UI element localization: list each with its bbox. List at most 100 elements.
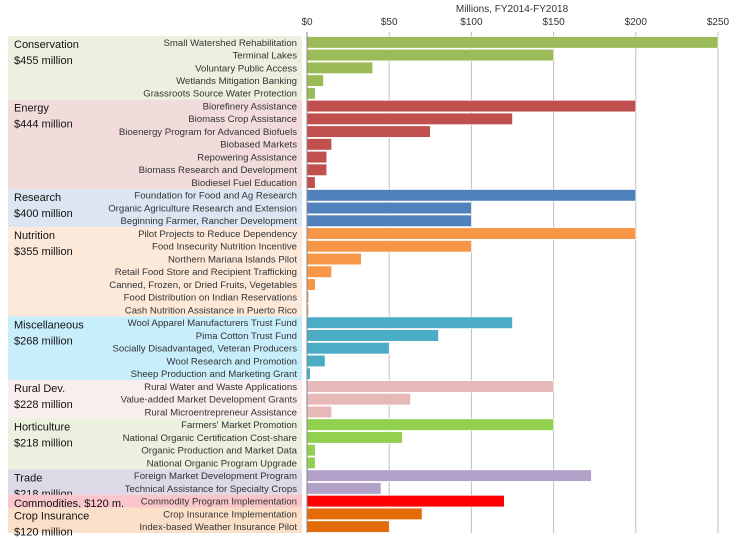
- group-label: Rural Dev.: [14, 383, 65, 395]
- group-background: [8, 99, 302, 189]
- bar: [306, 112, 513, 125]
- bar: [306, 227, 637, 240]
- group-background: [8, 188, 302, 228]
- category-label: Foundation for Food and Ag Research: [134, 191, 297, 202]
- bar: [306, 444, 316, 457]
- group-background: [8, 36, 302, 100]
- group-total: $455 million: [14, 55, 73, 67]
- bar: [306, 405, 332, 419]
- category-label: Northern Mariana Islands Pilot: [168, 254, 297, 265]
- bar: [306, 138, 332, 151]
- bar: [306, 189, 637, 202]
- category-label: Foreign Market Development Program: [134, 471, 297, 482]
- bar: [306, 354, 326, 368]
- bar: [306, 316, 513, 329]
- bar: [306, 482, 382, 495]
- category-label: Pilot Projects to Reduce Dependency: [138, 229, 297, 240]
- category-label: Biomass Research and Development: [139, 165, 298, 176]
- category-label: Wetlands Mitigation Banking: [176, 76, 297, 87]
- bar: [306, 431, 403, 444]
- bar: [306, 74, 324, 87]
- category-label: Retail Food Store and Recipient Traffick…: [115, 267, 297, 278]
- category-label: Biobased Markets: [220, 140, 297, 151]
- category-label: Grassroots Source Water Protection: [143, 89, 297, 100]
- group-backgrounds: Conservation $455 million Small Watershed …: [8, 36, 302, 538]
- bar: [306, 163, 328, 176]
- bar: [306, 507, 423, 520]
- group-label: Crop Insurance: [14, 511, 89, 523]
- group-label: Research: [14, 192, 61, 204]
- bar: [306, 214, 472, 227]
- category-label: Small Watershed Rehabilitation: [164, 38, 298, 49]
- category-label: Repowering Assistance: [197, 152, 297, 163]
- x-tick-label: $100: [460, 17, 483, 28]
- group-background: [8, 316, 302, 381]
- category-label: Food Distribution on Indian Reservations: [124, 293, 298, 304]
- group-label: Trade: [14, 472, 42, 484]
- category-label: Wool Research and Promotion: [167, 356, 297, 367]
- x-tick-label: $250: [707, 17, 730, 28]
- category-label: Beginning Farmer, Rancher Development: [120, 216, 297, 227]
- group-label: Miscellaneous: [14, 319, 84, 331]
- category-label: Terminal Lakes: [232, 51, 297, 62]
- x-axis-title: Millions, FY2014-FY2018: [456, 4, 569, 15]
- group-background: [8, 380, 302, 419]
- category-label: Value-added Market Development Grants: [121, 395, 298, 406]
- group-label: Nutrition: [14, 230, 55, 242]
- bar: [306, 176, 316, 189]
- category-label: Biomass Crop Assistance: [188, 114, 297, 125]
- group-background: [8, 227, 302, 317]
- x-tick-label: $200: [625, 17, 648, 28]
- group-total: $218 million: [14, 437, 73, 449]
- group-total: $444 million: [14, 119, 73, 131]
- category-label: Socially Disadvantaged, Veteran Producer…: [112, 344, 297, 355]
- x-tick-label: $50: [381, 17, 398, 28]
- group-label: Horticulture: [14, 421, 70, 433]
- category-label: Commodity Program Implementation: [141, 497, 297, 508]
- category-label: Wool Apparel Manufacturers Trust Fund: [128, 318, 297, 329]
- bar: [306, 100, 637, 113]
- bar: [306, 393, 411, 406]
- category-label: Rural Water and Waste Applications: [144, 382, 297, 393]
- bar: [306, 61, 374, 74]
- category-label: Sheep Production and Marketing Grant: [131, 369, 298, 380]
- bar: [306, 456, 316, 469]
- category-label: Voluntary Public Access: [195, 63, 297, 74]
- category-label: Index-based Weather Insurance Pilot: [139, 522, 297, 533]
- bar: [306, 150, 328, 164]
- bar: [306, 125, 431, 138]
- group-label: Conservation: [14, 39, 79, 51]
- group-background: [8, 418, 302, 470]
- bar: [306, 87, 316, 100]
- category-label: National Organic Certification Cost-shar…: [123, 433, 297, 444]
- bar: [306, 418, 554, 431]
- category-label: Biorefinery Assistance: [203, 101, 297, 112]
- bar: [306, 329, 439, 342]
- category-label: Organic Agriculture Research and Extensi…: [108, 203, 297, 214]
- group-total: $228 million: [14, 399, 73, 411]
- bar: [306, 520, 390, 533]
- group-total: $268 million: [14, 335, 73, 347]
- bar: [306, 469, 592, 482]
- bar: [306, 380, 554, 393]
- bar: [306, 265, 332, 278]
- bar: [306, 240, 472, 253]
- category-label: Farmers' Market Promotion: [181, 420, 297, 431]
- group-background: [8, 494, 302, 508]
- category-label: Food Insecurity Nutrition Incentive: [152, 242, 297, 253]
- bars: [306, 36, 719, 533]
- category-label: Rural Microentrepreneur Assistance: [144, 407, 297, 418]
- bar: [306, 201, 472, 215]
- bar: [306, 49, 554, 62]
- x-tick-label: $0: [301, 17, 313, 28]
- x-tick-label: $150: [542, 17, 565, 28]
- group-total: $120 million: [14, 527, 73, 538]
- category-label: National Organic Program Upgrade: [147, 458, 297, 469]
- group-total: $355 million: [14, 246, 73, 258]
- group-total: $400 million: [14, 208, 73, 220]
- category-label: Organic Production and Market Data: [141, 446, 297, 457]
- category-label: Canned, Frozen, or Dried Fruits, Vegetab…: [109, 280, 297, 291]
- bar: [306, 495, 505, 508]
- category-label: Bioenergy Program for Advanced Biofuels: [119, 127, 297, 138]
